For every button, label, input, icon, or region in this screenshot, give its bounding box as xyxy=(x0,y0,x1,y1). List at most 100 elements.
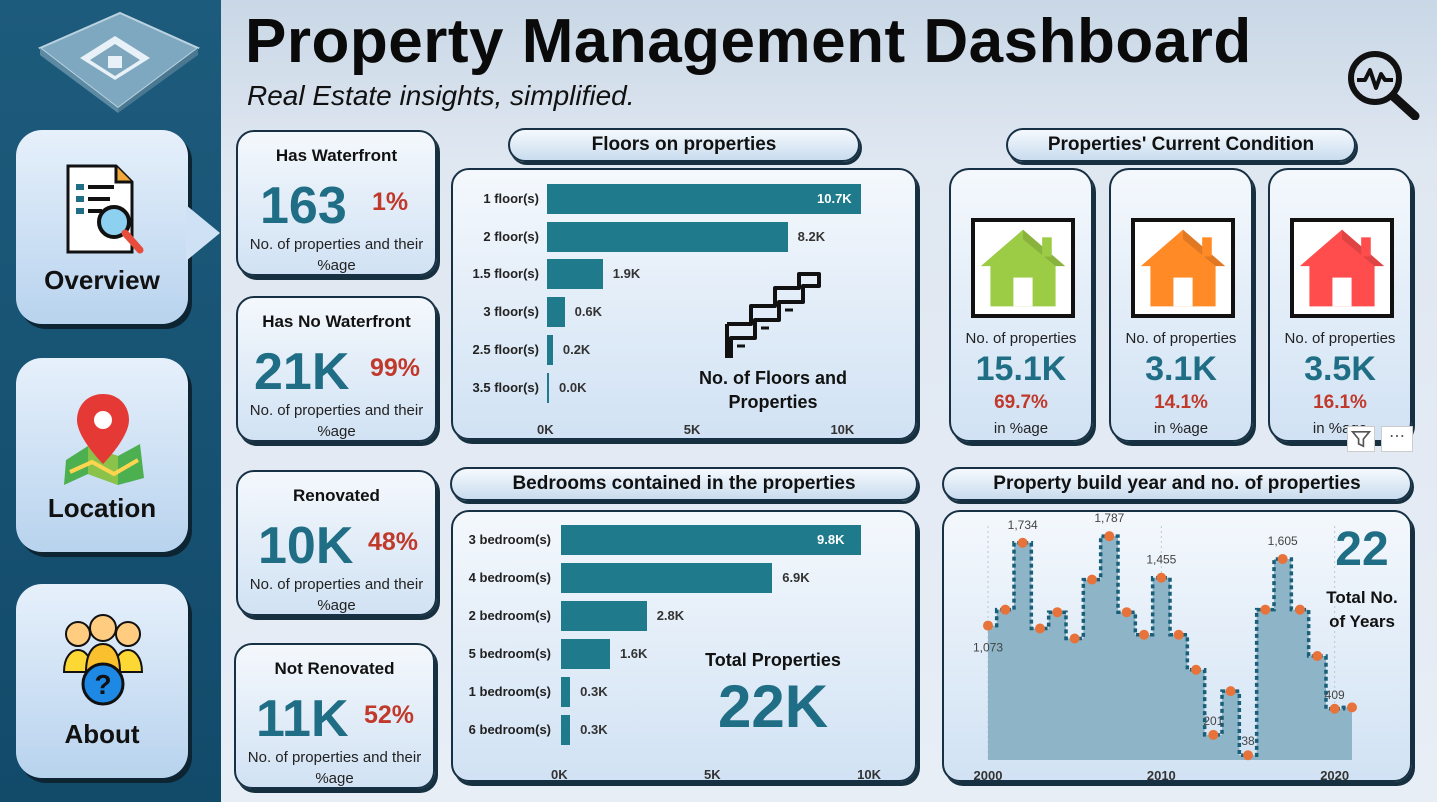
data-point[interactable] xyxy=(1208,729,1219,740)
kpi-note: No. of properties and their %age xyxy=(249,576,424,614)
kpi-value: 10K xyxy=(258,517,354,575)
bar-category-label: 2 floor(s) xyxy=(483,228,539,244)
kpi-note: No. of properties and their %age xyxy=(247,749,422,787)
x-axis-tick: 2020 xyxy=(1320,768,1349,780)
people-question-icon: ? xyxy=(62,614,144,706)
kpi-card-waterfront: Has Waterfront 163 1% No. of properties … xyxy=(236,130,437,276)
data-point[interactable] xyxy=(1000,604,1011,615)
bar-mark[interactable] xyxy=(561,601,647,631)
data-point[interactable] xyxy=(1156,572,1167,583)
condition-percent: 69.7% xyxy=(994,392,1048,413)
nav-active-pointer xyxy=(186,205,220,261)
condition-section-title: Properties' Current Condition xyxy=(1006,128,1356,162)
bar-mark[interactable] xyxy=(561,639,610,669)
bar-category-label: 3.5 floor(s) xyxy=(472,379,539,395)
nav-location-label: Location xyxy=(47,493,157,523)
bar-mark[interactable] xyxy=(561,715,571,745)
kpi-card-no-waterfront: Has No Waterfront 21K 99% No. of propert… xyxy=(236,296,437,442)
bar-mark[interactable] xyxy=(547,334,553,365)
kpi-value: 163 xyxy=(260,177,347,235)
data-point[interactable] xyxy=(1173,629,1184,640)
bedrooms-chart-card: Total Properties 22K 3 bedroom(s) 9.8K 4 b… xyxy=(451,510,917,782)
data-label: 1,455 xyxy=(1146,553,1176,567)
data-point[interactable] xyxy=(1052,607,1063,618)
data-point[interactable] xyxy=(1277,553,1288,564)
kpi-note: No. of properties and their %age xyxy=(249,402,424,440)
data-label: 409 xyxy=(1325,688,1345,702)
analytics-search-icon[interactable] xyxy=(1345,48,1421,120)
visual-toolbar: ⋯ xyxy=(1347,424,1413,454)
data-point[interactable] xyxy=(1104,531,1115,542)
bar-category-label: 3 bedroom(s) xyxy=(468,532,551,547)
data-point[interactable] xyxy=(1243,750,1253,761)
bar-value-label: 0.3K xyxy=(580,684,608,699)
nav-location-button[interactable]: Location xyxy=(16,358,188,552)
buildyear-chart-card: 1,073 1,734 1,787 1,455 201 38 1,605 409 2000 201… xyxy=(942,510,1412,782)
nav-overview-label: Overview xyxy=(44,265,160,295)
data-point[interactable] xyxy=(1069,633,1080,644)
data-point[interactable] xyxy=(1260,604,1271,615)
bar-mark[interactable] xyxy=(547,297,565,328)
data-point[interactable] xyxy=(1017,537,1028,548)
more-options-icon[interactable]: ⋯ xyxy=(1381,426,1413,452)
data-point[interactable] xyxy=(1087,574,1097,585)
data-point[interactable] xyxy=(1121,607,1132,618)
data-label: 38 xyxy=(1241,734,1255,748)
nav-about-label: About xyxy=(64,719,140,749)
bar-category-label: 5 bedroom(s) xyxy=(468,646,551,661)
condition-card: No. of properties 3.1K 14.1% in %age xyxy=(1109,168,1253,442)
bar-mark[interactable] xyxy=(547,184,861,214)
bar-category-label: 2 bedroom(s) xyxy=(468,608,551,623)
data-point[interactable] xyxy=(1191,664,1201,675)
data-label: 1,605 xyxy=(1268,534,1298,548)
kpi-card-renovated: Renovated 10K 48% No. of properties and … xyxy=(236,470,437,616)
bar-mark[interactable] xyxy=(547,259,603,290)
bar-value-label: 9.8K xyxy=(817,532,845,547)
condition-note: in %age xyxy=(993,420,1049,437)
data-point[interactable] xyxy=(1329,703,1340,714)
bar-value-label: 0.6K xyxy=(574,304,603,320)
bar-category-label: 1 bedroom(s) xyxy=(468,684,551,699)
bar-value-label: 0.3K xyxy=(580,722,608,737)
main-canvas: Property Management Dashboard Real Estat… xyxy=(221,0,1437,802)
house-condition-icon xyxy=(1290,218,1394,318)
series-line xyxy=(988,534,1352,757)
data-point[interactable] xyxy=(1035,623,1045,634)
bar-value-label: 6.9K xyxy=(782,570,810,585)
condition-card: No. of properties 3.5K 16.1% in %age xyxy=(1268,168,1412,442)
floors-chart-card: No. of Floors and Properties 1 floor(s) 1… xyxy=(451,168,917,440)
data-point[interactable] xyxy=(1139,629,1149,640)
data-point[interactable] xyxy=(983,620,993,631)
bar-category-label: 1.5 floor(s) xyxy=(472,266,539,282)
kpi-value: 21K xyxy=(254,343,350,401)
bar-category-label: 4 bedroom(s) xyxy=(468,570,551,585)
bar-mark[interactable] xyxy=(561,677,571,707)
house-logo-icon xyxy=(38,11,200,113)
buildyear-section-title: Property build year and no. of propertie… xyxy=(942,467,1412,501)
condition-value: 3.5K xyxy=(1304,350,1376,388)
total-years-value: 22 xyxy=(1335,523,1389,576)
buildyear-area-chart: 1,073 1,734 1,787 1,455 201 38 1,605 409 2000 201… xyxy=(973,512,1357,780)
nav-about-button[interactable]: ? About xyxy=(16,584,188,778)
x-axis-tick: 2010 xyxy=(1147,768,1176,780)
sidebar: Overview Location ? About xyxy=(0,0,221,802)
bar-mark[interactable] xyxy=(547,221,788,252)
data-point[interactable] xyxy=(1312,651,1323,662)
kpi-note: No. of properties and their %age xyxy=(249,236,424,274)
kpi-title: Renovated xyxy=(293,486,380,505)
data-point[interactable] xyxy=(1225,686,1236,697)
page-title: Property Management Dashboard xyxy=(245,7,1252,76)
nav-overview-button[interactable]: Overview xyxy=(16,130,188,324)
bar-value-label: 10.7K xyxy=(817,191,852,206)
bar-mark[interactable] xyxy=(561,563,773,593)
bar-mark[interactable] xyxy=(561,525,861,555)
bar-value-label: 1.6K xyxy=(619,646,648,661)
data-label: 1,787 xyxy=(1094,512,1124,525)
filter-icon[interactable] xyxy=(1347,426,1375,452)
house-condition-icon xyxy=(971,218,1075,318)
condition-label: No. of properties xyxy=(1284,330,1396,347)
data-point[interactable] xyxy=(1347,702,1357,713)
data-point[interactable] xyxy=(1295,604,1305,615)
condition-card: No. of properties 15.1K 69.7% in %age xyxy=(949,168,1093,442)
bar-mark[interactable] xyxy=(547,372,549,403)
